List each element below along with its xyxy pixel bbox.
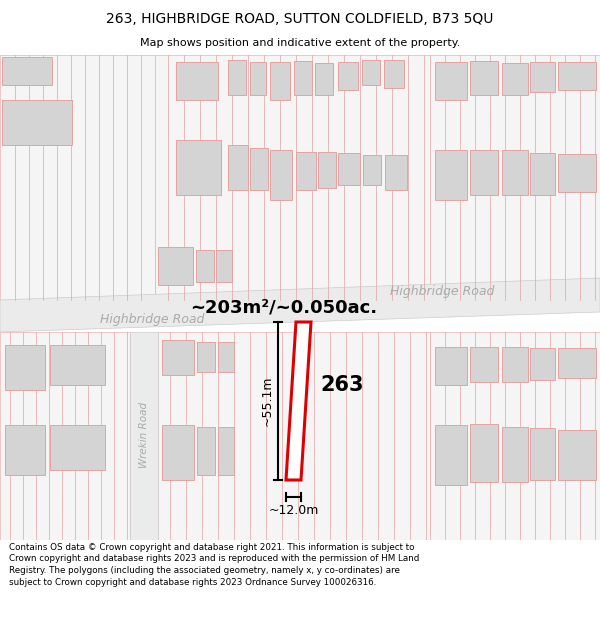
Bar <box>502 347 528 382</box>
Bar <box>228 60 246 95</box>
Bar <box>228 145 248 190</box>
Bar <box>270 150 292 200</box>
Bar <box>216 250 232 282</box>
Text: ~55.1m: ~55.1m <box>260 376 274 426</box>
Bar <box>362 60 380 85</box>
Bar <box>502 63 528 95</box>
Bar <box>385 155 407 190</box>
Bar <box>530 62 555 92</box>
Bar <box>197 342 215 372</box>
Bar <box>502 150 528 195</box>
Bar <box>162 340 194 375</box>
Bar <box>430 332 600 540</box>
Bar <box>130 332 158 540</box>
Bar <box>197 427 215 475</box>
Bar <box>0 332 130 540</box>
Bar <box>5 345 45 390</box>
Bar <box>250 62 266 95</box>
Bar <box>435 425 467 485</box>
Bar <box>558 348 596 378</box>
Text: 263: 263 <box>320 375 364 395</box>
Bar <box>250 148 268 190</box>
Bar <box>384 60 404 88</box>
Bar <box>218 342 234 372</box>
Bar <box>50 425 105 470</box>
Bar <box>470 150 498 195</box>
Bar <box>318 152 336 188</box>
Text: Wrekin Road: Wrekin Road <box>139 402 149 468</box>
Bar <box>155 55 430 300</box>
Bar <box>470 61 498 95</box>
Bar <box>558 154 596 192</box>
Bar <box>0 55 155 300</box>
Bar <box>338 62 358 90</box>
Bar <box>435 62 467 100</box>
Polygon shape <box>0 278 600 332</box>
Text: Map shows position and indicative extent of the property.: Map shows position and indicative extent… <box>140 39 460 49</box>
Bar <box>558 62 596 90</box>
Bar <box>338 153 360 185</box>
Bar <box>218 427 234 475</box>
Text: Contains OS data © Crown copyright and database right 2021. This information is : Contains OS data © Crown copyright and d… <box>9 542 419 587</box>
Bar <box>296 152 316 190</box>
Bar <box>158 247 193 285</box>
Bar <box>294 61 312 95</box>
Bar <box>558 430 596 480</box>
Bar <box>50 345 105 385</box>
Text: Highbridge Road: Highbridge Road <box>100 314 205 326</box>
Bar <box>162 425 194 480</box>
Text: 263, HIGHBRIDGE ROAD, SUTTON COLDFIELD, B73 5QU: 263, HIGHBRIDGE ROAD, SUTTON COLDFIELD, … <box>106 12 494 26</box>
Bar <box>530 428 555 480</box>
Bar <box>176 140 221 195</box>
Bar <box>270 62 290 100</box>
Bar <box>470 347 498 382</box>
Bar <box>502 427 528 482</box>
Bar <box>5 425 45 475</box>
Bar <box>363 155 381 185</box>
Bar <box>430 55 600 300</box>
Bar <box>530 348 555 380</box>
Bar <box>196 250 214 282</box>
Bar <box>470 424 498 482</box>
Bar <box>435 347 467 385</box>
Bar <box>158 332 430 540</box>
Bar <box>176 62 218 100</box>
Bar <box>2 57 52 85</box>
Text: ~12.0m: ~12.0m <box>268 504 319 518</box>
Bar <box>2 100 72 145</box>
Text: Highbridge Road: Highbridge Road <box>390 286 494 299</box>
Bar <box>315 63 333 95</box>
Bar <box>530 153 555 195</box>
Bar <box>435 150 467 200</box>
Polygon shape <box>286 322 311 480</box>
Text: ~203m²/~0.050ac.: ~203m²/~0.050ac. <box>190 299 377 317</box>
